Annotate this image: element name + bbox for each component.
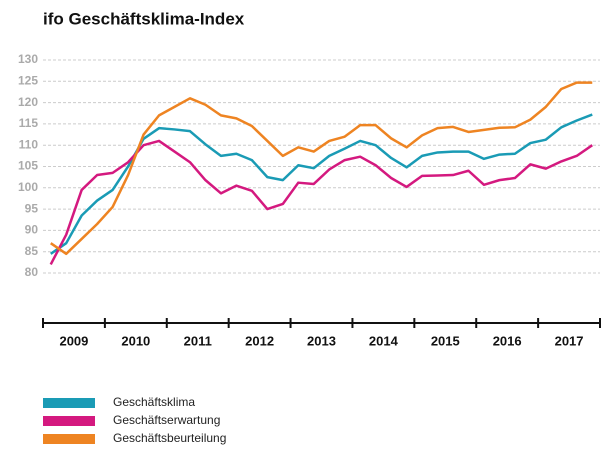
y-tick-label: 105 <box>18 159 38 173</box>
x-tick-label: 2009 <box>59 333 88 348</box>
y-tick-label: 80 <box>25 265 39 279</box>
x-tick-label: 2012 <box>245 333 274 348</box>
series-line <box>50 113 593 255</box>
legend-label: Geschäftsklima <box>113 395 195 409</box>
legend-swatch <box>43 398 95 408</box>
legend-label: Geschäftserwartung <box>113 413 220 427</box>
x-tick-label: 2013 <box>307 333 336 348</box>
x-tick-label: 2014 <box>369 333 399 348</box>
x-tick-label: 2016 <box>493 333 522 348</box>
y-tick-label: 100 <box>18 180 38 194</box>
chart-title: ifo Geschäftsklima-Index <box>43 9 245 28</box>
x-tick-label: 2011 <box>184 333 212 348</box>
y-tick-label: 115 <box>19 116 39 130</box>
x-tick-label: 2010 <box>121 333 150 348</box>
y-tick-label: 125 <box>18 73 38 87</box>
legend-swatch <box>43 416 95 426</box>
y-tick-label: 85 <box>25 244 39 258</box>
y-tick-label: 90 <box>25 223 39 237</box>
y-tick-label: 130 <box>18 52 38 66</box>
x-tick-label: 2017 <box>555 333 584 348</box>
y-tick-label: 95 <box>25 201 39 215</box>
y-tick-label: 110 <box>19 137 39 151</box>
series-line <box>49 139 593 266</box>
legend-swatch <box>43 434 95 444</box>
series-line <box>50 81 593 256</box>
x-tick-label: 2015 <box>431 333 460 348</box>
legend-label: Geschäftsbeurteilung <box>113 431 226 445</box>
y-tick-label: 120 <box>18 95 38 109</box>
